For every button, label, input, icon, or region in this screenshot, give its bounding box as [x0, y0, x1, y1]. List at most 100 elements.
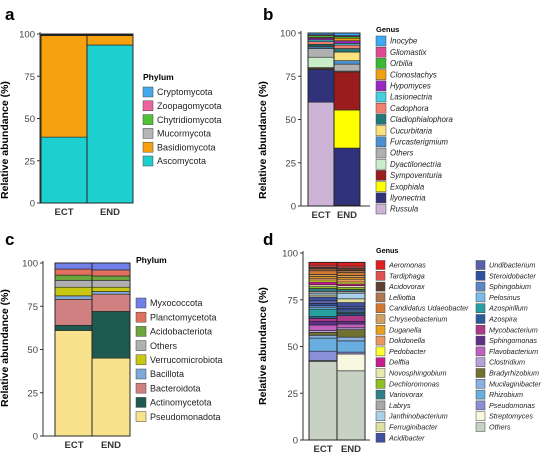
bar-segment-end-exophiala [333, 109, 361, 149]
bar-segment-ect-acidibacter [308, 296, 338, 301]
legend-label: Pedobacter [389, 347, 426, 356]
bar-segment-ect-basidiomycota [40, 35, 88, 138]
bar-segment-end-myxococcota [91, 262, 131, 271]
legend-label: Others [150, 341, 178, 351]
bar-segment-ect-variovorax [308, 288, 338, 292]
legend-label: Furcasterigmium [390, 138, 449, 147]
legend-label: Delftia [389, 358, 409, 367]
legend-swatch [375, 271, 386, 281]
legend-label: Russula [390, 205, 419, 214]
legend-label: Others [390, 149, 413, 158]
legend-item-pseudomonas: Pseudomonas [475, 400, 535, 411]
bar-segment-end-janthinobacterium [336, 292, 366, 300]
legend-label: Planctomycetota [150, 312, 217, 322]
legend-item-pedobacter: Pedobacter [375, 346, 426, 357]
legend-item-others: Others [475, 422, 511, 432]
x-tick-label: END [337, 210, 357, 221]
bar-segment-ect-verrucomicrobiota [54, 286, 94, 297]
legend-item-bacillota: Bacillota [135, 368, 184, 380]
legend-item-lelliottia: Lelliottia [375, 292, 415, 303]
legend-item-sphingomonas: Sphingomonas [475, 335, 537, 346]
legend-swatch [375, 102, 387, 114]
legend-swatch [375, 69, 387, 80]
legend-swatch [475, 292, 486, 303]
y-axis-label: Relative abundance (%) [0, 81, 11, 199]
legend-swatch [375, 125, 387, 136]
legend-label: Variovorax [389, 390, 423, 399]
bar-segment-end-verrucomicrobiota [91, 286, 131, 292]
legend-item-hypomyces: Hypomyces [375, 80, 431, 92]
legend-item-cadophora: Cadophora [375, 102, 429, 114]
y-tick-label: 50 [24, 114, 35, 125]
legend-label: Aeromonas [388, 261, 426, 270]
bar-segment-ect-pseudomonadota [54, 330, 94, 437]
legend-swatch [475, 303, 486, 313]
legend-item-cladiophialophora: Cladiophialophora [375, 114, 454, 125]
bar-segment-ect-myxococcota [54, 262, 94, 270]
bar-segment-ect-ilyonectria [307, 69, 335, 103]
legend-label: Pelosinus [489, 293, 521, 302]
bar-outline-end [91, 262, 131, 437]
legend-label: Lelliottia [389, 293, 415, 302]
y-tick-label: 0 [293, 436, 298, 447]
bar-segment-ect-mucilaginibacter [308, 334, 338, 339]
legend-swatch [135, 397, 147, 408]
legend-swatch [375, 260, 386, 270]
chart-panel-d: d Relative abundance (%) 0 25 50 75 100 ECT END G… [257, 230, 542, 455]
legend-swatch [475, 400, 486, 411]
legend-label: Azospira [488, 315, 517, 324]
bar-segment-ect-acidobacteriota [54, 274, 94, 281]
bar-segment-end-acidibacter [336, 302, 366, 307]
y-axis-label: Relative abundance (%) [0, 289, 11, 407]
legend-label: Ferruginibacter [389, 423, 438, 432]
panel-letter: d [263, 230, 273, 249]
legend-item-azospira: Azospira [475, 314, 517, 324]
x-tick-label: END [341, 444, 361, 455]
legend-swatch [375, 170, 387, 181]
legend-item-exophiala: Exophiala [375, 181, 425, 192]
bar-segment-end-actinomycetota [91, 311, 131, 359]
legend-swatch [135, 340, 147, 351]
legend-title: Genus [376, 246, 398, 255]
y-tick-label: 100 [282, 249, 298, 260]
y-tick-label: 75 [285, 72, 296, 83]
legend-swatch [135, 297, 147, 309]
bar-segment-end-dokdonella [336, 278, 366, 283]
bar-segment-ect-russula [307, 101, 335, 207]
bar-segment-ect-mycobacterium [308, 318, 338, 322]
legend-swatch [375, 389, 386, 400]
legend-label: Undibacterium [489, 261, 535, 270]
bar-segment-ect-actinomycetota [54, 324, 94, 331]
legend-label: Mucilaginibacter [489, 379, 542, 388]
legend-swatch [475, 379, 486, 389]
legend-label: Pseudomonadota [150, 412, 221, 422]
bar-segment-ect-planctomycetota [54, 268, 94, 276]
legend-item-pelosinus: Pelosinus [475, 292, 521, 303]
bar-segment-end-mucilaginibacter [336, 336, 366, 342]
legend-label: Sphingobium [489, 282, 531, 291]
bar-segment-end-sphingomonas [336, 320, 366, 325]
y-tick-label: 25 [24, 156, 35, 167]
legend-swatch [375, 158, 387, 170]
legend-swatch [135, 411, 147, 422]
legend-item-zoopagomycota: Zoopagomycota [142, 100, 222, 112]
bar-segment-ect-undibacterium [308, 300, 338, 304]
bar-segment-end-furcasterigmium [333, 60, 361, 65]
bar-segment-ect-candidatus-udaeobacter [308, 270, 338, 275]
bar-segment-end-flavobacterium [336, 323, 366, 329]
legend-label: Lasionectria [390, 93, 433, 102]
legend-swatch [375, 114, 387, 125]
legend-label: Bacillota [150, 369, 184, 379]
legend-swatch [142, 114, 154, 125]
legend-label: Labrys [389, 401, 411, 410]
legend-item-dyactilonectria: Dyactilonectria [375, 158, 442, 170]
legend-item-ascomycota: Ascomycota [142, 155, 206, 167]
panel-letter: c [5, 230, 14, 249]
legend-label: Basidiomycota [157, 142, 216, 152]
legend-item-chryseobacterium: Chryseobacterium [375, 314, 447, 324]
legend-item-cucurbitaria: Cucurbitaria [375, 125, 433, 136]
legend-label: Zoopagomycota [157, 101, 222, 111]
bar-segment-end-ferruginibacter [336, 298, 366, 303]
legend-label: Bradyrhizobium [489, 369, 539, 378]
bar-segment-ect-others [54, 279, 94, 288]
